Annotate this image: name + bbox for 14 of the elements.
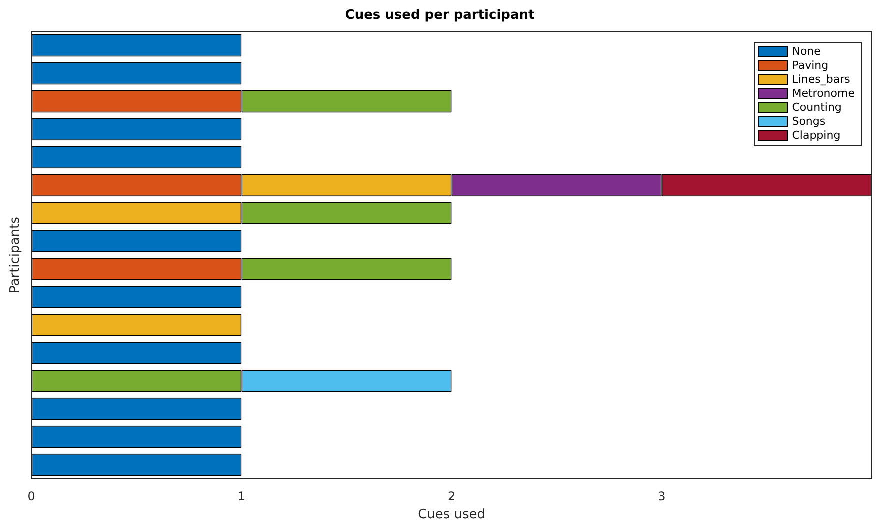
legend-label: Counting [792, 100, 842, 115]
x-tick-label: 0 [28, 489, 36, 504]
x-tick-label: 3 [658, 489, 666, 504]
legend-label: Paving [792, 58, 829, 73]
legend-label: Lines_bars [792, 72, 850, 87]
legend-label: Songs [792, 114, 826, 129]
x-axis-title: Cues used [418, 508, 486, 523]
legend-label: Clapping [792, 128, 841, 143]
x-tick-label: 2 [448, 489, 456, 504]
y-axis-title: Participants [8, 216, 24, 294]
x-tick-label: 1 [238, 489, 246, 504]
legend-label: None [792, 44, 821, 59]
legend-label: Metronome [792, 86, 855, 101]
chart-title: Cues used per participant [345, 8, 535, 24]
